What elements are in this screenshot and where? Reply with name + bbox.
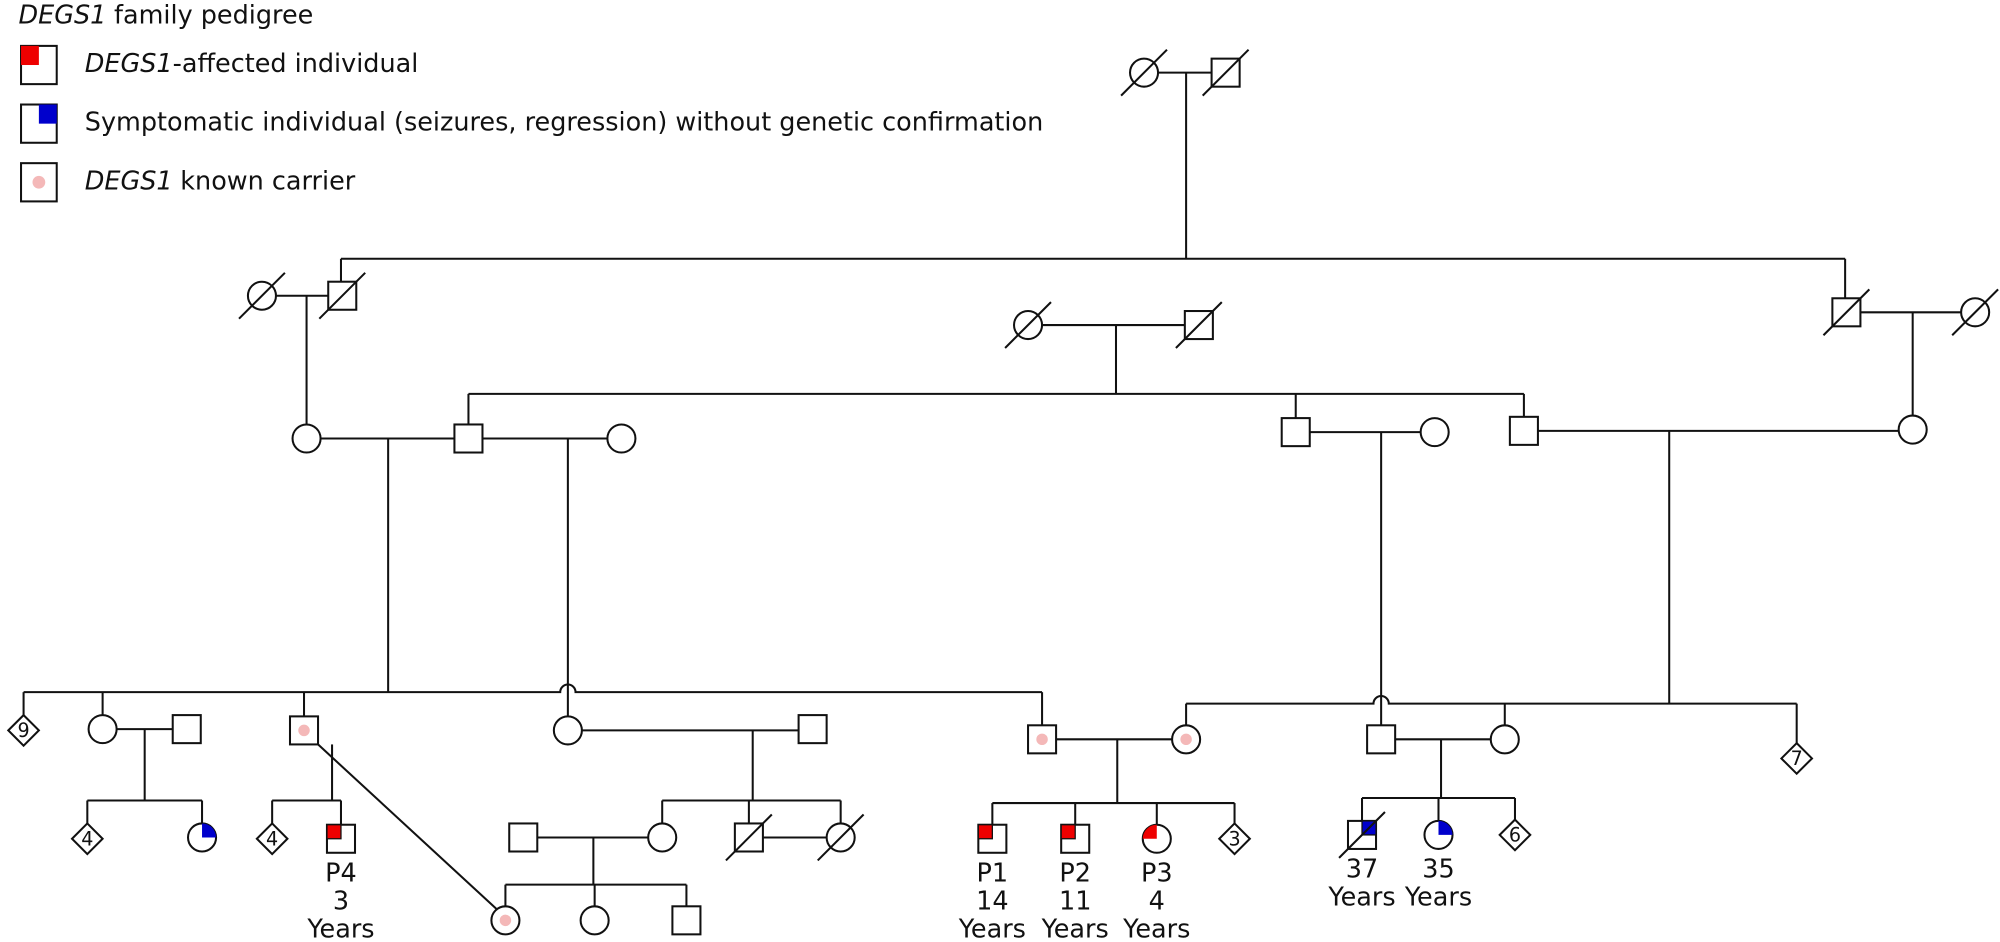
connector (816, 813, 865, 862)
sibship-count: 3 (1228, 828, 1240, 851)
square (508, 822, 539, 853)
legend-gene: DEGS1 (85, 166, 173, 196)
patient-label: 3 (333, 886, 349, 916)
patient-label: 11 (1059, 886, 1091, 916)
carrier-mark (298, 724, 310, 737)
patient-label: 35 (1422, 855, 1454, 885)
legend-text: known carrier (180, 166, 355, 196)
patient-label: Years (1122, 915, 1190, 942)
connector (23, 683, 1043, 694)
title-gene: DEGS1 (18, 1, 106, 31)
sibship-diamond (1779, 741, 1814, 776)
title: DEGS1 family pedigree (18, 1, 313, 31)
circle (1489, 724, 1520, 755)
sibship-diamond (6, 713, 41, 748)
sibship-count: 9 (17, 719, 29, 742)
legend-carrier (32, 175, 46, 189)
circle (1419, 417, 1450, 448)
legend-text: -affected individual (173, 49, 419, 79)
circle (579, 905, 610, 936)
connector (1951, 288, 1999, 336)
patient-label: Years (1327, 883, 1395, 913)
square (453, 423, 484, 454)
patient-label: Years (306, 915, 374, 942)
patient-label: 14 (976, 886, 1008, 916)
symptomatic-mark (1438, 820, 1453, 835)
square (1366, 724, 1397, 755)
square (1280, 417, 1311, 448)
patient-label: 37 (1346, 855, 1378, 885)
legend-affected (21, 45, 39, 66)
connector (1186, 695, 1797, 705)
patient-label: P2 (1059, 858, 1091, 888)
sibship-diamond (1217, 822, 1252, 856)
circle (606, 423, 637, 454)
connector (1822, 288, 1871, 336)
legend-label: DEGS1-affected individual (85, 49, 419, 79)
affected-mark (977, 824, 993, 840)
square (671, 905, 702, 936)
connector (1004, 301, 1052, 349)
sibship-diamond (255, 822, 289, 856)
patient-label: Years (958, 915, 1026, 942)
square (1027, 724, 1058, 755)
circle (647, 822, 678, 853)
circle (552, 715, 583, 746)
carrier-mark (499, 914, 512, 927)
patient-label: P4 (325, 858, 357, 888)
sibship-diamond (70, 822, 105, 856)
sibship-diamond (1498, 818, 1532, 852)
connector (1120, 48, 1168, 97)
square (171, 714, 202, 745)
connector (725, 813, 773, 862)
sibship-count: 4 (266, 828, 278, 851)
patient-label: 4 (1149, 886, 1165, 916)
legend-gene: DEGS1 (85, 49, 173, 79)
sibship-count: 4 (81, 828, 93, 851)
connector (1201, 48, 1250, 97)
patient-label: P1 (977, 858, 1009, 888)
carrier-mark (1180, 733, 1192, 746)
legend-symptomatic (38, 104, 57, 124)
sibship-count: 7 (1791, 747, 1803, 770)
affected-mark (326, 824, 342, 840)
square (288, 715, 320, 746)
connector (317, 743, 499, 911)
square (1508, 415, 1539, 446)
circle (291, 423, 322, 454)
legend-text: Symptomatic individual (seizures, regres… (85, 108, 1043, 138)
patient-label: Years (1404, 883, 1472, 913)
legend-label: DEGS1 known carrier (85, 166, 356, 196)
affected-mark (1142, 824, 1157, 839)
circle (1897, 414, 1928, 445)
circle (87, 714, 118, 745)
sibship-count: 6 (1509, 824, 1521, 847)
title-rest: family pedigree (114, 1, 313, 31)
connector (238, 272, 286, 320)
connector (318, 272, 366, 320)
connector (1175, 301, 1223, 349)
symptomatic-mark (202, 823, 217, 838)
square (797, 714, 828, 745)
connector (1338, 811, 1386, 859)
patient-label: P3 (1141, 858, 1173, 888)
patient-label: Years (1041, 915, 1109, 942)
carrier-mark (1036, 733, 1048, 746)
legend-label: Symptomatic individual (seizures, regres… (85, 108, 1043, 138)
affected-mark (1060, 824, 1076, 840)
